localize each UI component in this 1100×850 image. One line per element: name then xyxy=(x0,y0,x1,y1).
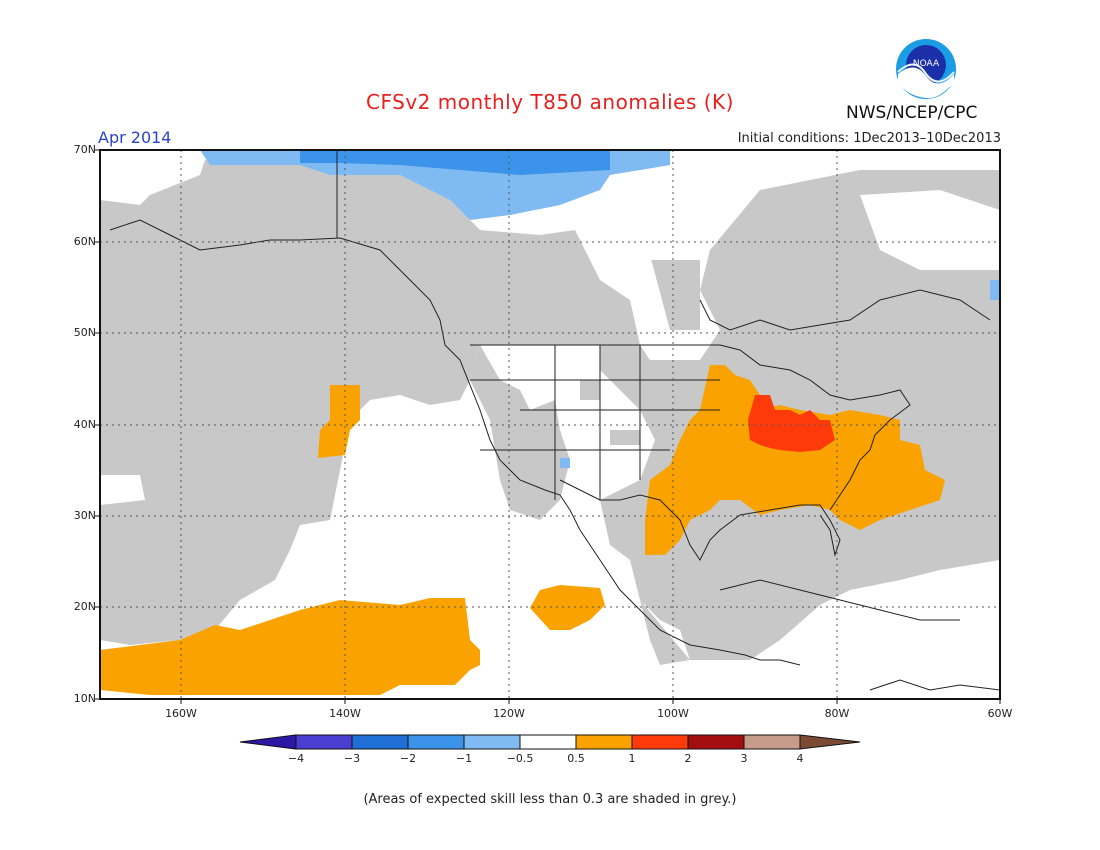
noaa-logo: NOAA xyxy=(896,39,956,99)
colorbar-label: 4 xyxy=(796,752,804,765)
colorbar xyxy=(239,734,861,750)
coastlines xyxy=(109,150,1000,691)
lon-label: 140W xyxy=(329,707,361,720)
skill-footnote: (Areas of expected skill less than 0.3 a… xyxy=(363,792,737,807)
colorbar-label: −0.5 xyxy=(506,752,534,765)
colorbar-label: −3 xyxy=(343,752,361,765)
colorbar-label: −4 xyxy=(287,752,305,765)
positive-anomaly-areas xyxy=(100,365,945,695)
lon-label: 100W xyxy=(657,707,689,720)
colorbar-label: 3 xyxy=(740,752,748,765)
lon-label: 120W xyxy=(493,707,525,720)
lon-label: 60W xyxy=(987,707,1013,720)
forecast-month: Apr 2014 xyxy=(98,128,172,147)
initial-conditions: Initial conditions: 1Dec2013–10Dec2013 xyxy=(737,131,1001,146)
colorbar-label: 0.5 xyxy=(567,752,585,765)
colorbar-label: 2 xyxy=(684,752,692,765)
lon-label: 160W xyxy=(165,707,197,720)
colorbar-label: 1 xyxy=(628,752,636,765)
lat-label: 40N xyxy=(73,418,96,431)
lat-label: 30N xyxy=(73,509,96,522)
colorbar-label: −2 xyxy=(399,752,417,765)
lat-label: 70N xyxy=(73,143,96,156)
lat-label: 10N xyxy=(73,692,96,705)
lat-label: 20N xyxy=(73,600,96,613)
lat-label: 50N xyxy=(73,326,96,339)
grid-lines xyxy=(100,150,1000,699)
map-title: CFSv2 monthly T850 anomalies (K) xyxy=(366,90,734,114)
lon-label: 80W xyxy=(824,707,850,720)
strong-anomaly-areas xyxy=(748,395,835,452)
svg-text:NOAA: NOAA xyxy=(913,59,940,69)
lat-label: 60N xyxy=(73,235,96,248)
agency-label: NWS/NCEP/CPC xyxy=(846,103,978,123)
colorbar-label: −1 xyxy=(455,752,473,765)
